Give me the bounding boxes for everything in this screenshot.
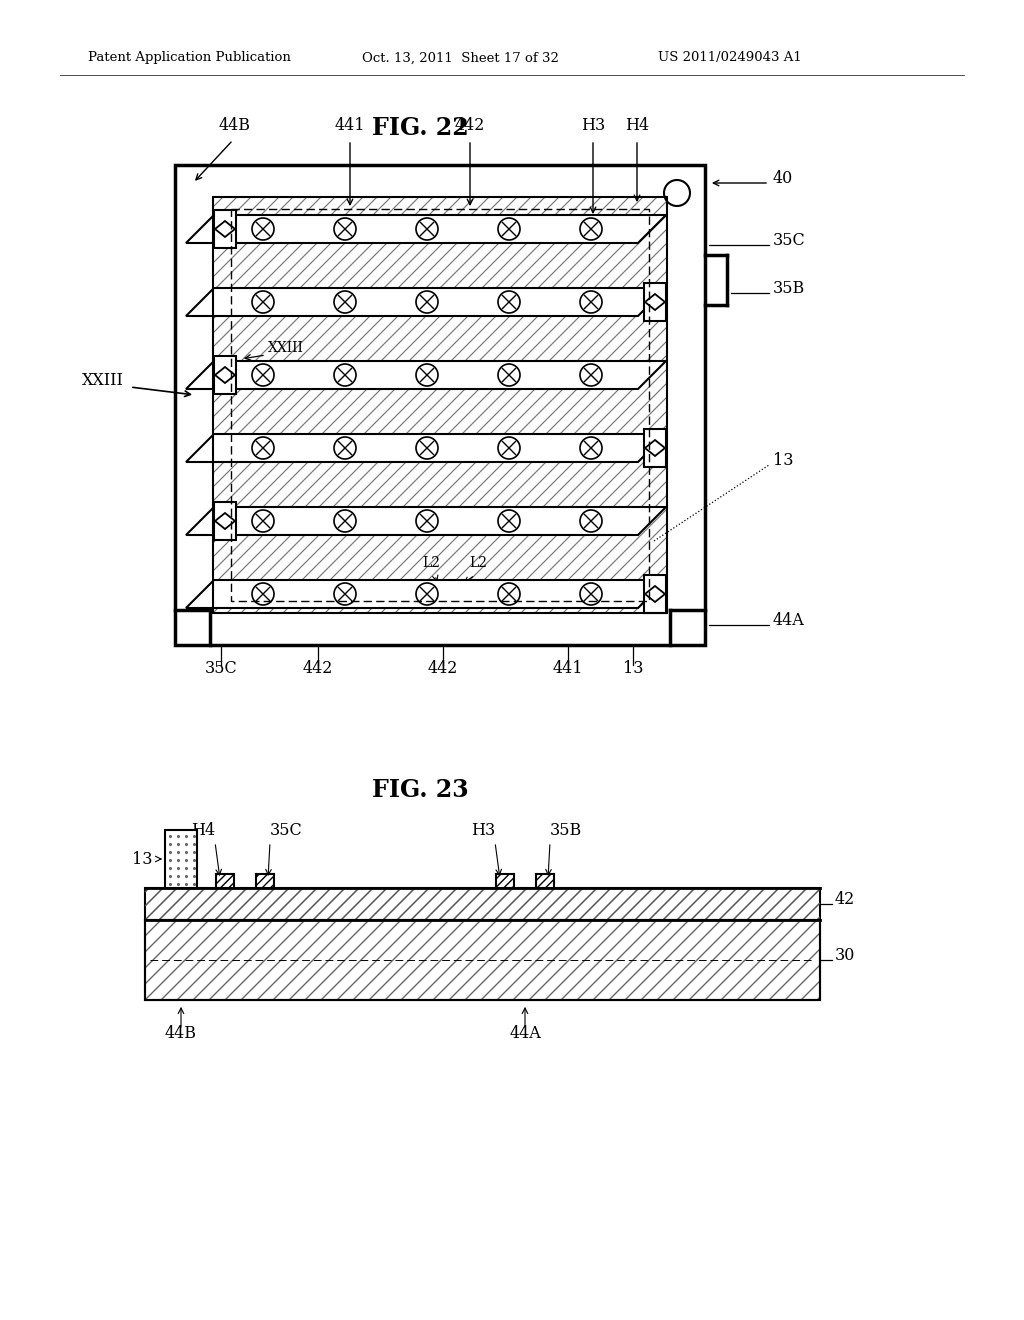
Circle shape — [334, 510, 356, 532]
Bar — [496, 874, 514, 888]
Bar — [644, 282, 666, 321]
Text: XXIII: XXIII — [268, 341, 304, 355]
Text: Patent Application Publication: Patent Application Publication — [88, 51, 291, 65]
Circle shape — [498, 437, 520, 459]
Polygon shape — [645, 294, 665, 310]
Text: 44B: 44B — [165, 1026, 197, 1041]
Text: 35C: 35C — [270, 822, 303, 840]
Circle shape — [416, 218, 438, 240]
Circle shape — [334, 364, 356, 385]
Circle shape — [252, 364, 274, 385]
Circle shape — [334, 583, 356, 605]
Circle shape — [580, 437, 602, 459]
Circle shape — [416, 583, 438, 605]
Text: 30: 30 — [835, 946, 855, 964]
Text: Oct. 13, 2011  Sheet 17 of 32: Oct. 13, 2011 Sheet 17 of 32 — [362, 51, 559, 65]
Text: FIG. 22: FIG. 22 — [372, 116, 468, 140]
Bar — [256, 874, 274, 888]
Bar — [216, 874, 234, 888]
Text: 442: 442 — [455, 117, 485, 135]
Polygon shape — [645, 586, 665, 602]
Polygon shape — [186, 434, 666, 462]
Bar — [165, 830, 197, 888]
Bar — [213, 197, 667, 612]
Text: 44A: 44A — [509, 1026, 541, 1041]
Text: 13: 13 — [773, 451, 794, 469]
Text: H4: H4 — [625, 117, 649, 135]
Bar — [536, 874, 554, 888]
Circle shape — [416, 290, 438, 313]
Circle shape — [498, 364, 520, 385]
Text: L2: L2 — [469, 556, 487, 570]
Circle shape — [498, 290, 520, 313]
Bar — [175, 165, 705, 645]
Bar — [145, 888, 820, 920]
Circle shape — [498, 510, 520, 532]
Circle shape — [416, 437, 438, 459]
Polygon shape — [186, 579, 666, 609]
Polygon shape — [186, 215, 666, 243]
Bar — [213, 197, 667, 612]
Circle shape — [252, 218, 274, 240]
Text: H4: H4 — [190, 822, 215, 840]
Circle shape — [252, 437, 274, 459]
Bar — [145, 920, 820, 1001]
Circle shape — [498, 218, 520, 240]
Circle shape — [334, 218, 356, 240]
Text: 40: 40 — [773, 170, 794, 187]
Text: H3: H3 — [471, 822, 495, 840]
Bar — [216, 874, 234, 888]
Circle shape — [334, 290, 356, 313]
Circle shape — [498, 583, 520, 605]
Polygon shape — [186, 360, 666, 389]
Polygon shape — [186, 288, 666, 315]
Text: H3: H3 — [581, 117, 605, 135]
Bar — [214, 502, 236, 540]
Text: 13: 13 — [623, 660, 643, 677]
Text: 35B: 35B — [773, 280, 805, 297]
Text: US 2011/0249043 A1: US 2011/0249043 A1 — [658, 51, 802, 65]
Circle shape — [334, 437, 356, 459]
Bar — [644, 576, 666, 612]
Text: FIG. 23: FIG. 23 — [372, 777, 468, 803]
Bar — [256, 874, 274, 888]
Circle shape — [580, 364, 602, 385]
Text: 35C: 35C — [205, 660, 238, 677]
Text: 441: 441 — [553, 660, 584, 677]
Circle shape — [580, 290, 602, 313]
Circle shape — [580, 583, 602, 605]
Polygon shape — [215, 367, 234, 383]
Bar — [214, 356, 236, 393]
Text: XXIII: XXIII — [82, 372, 124, 389]
Bar — [536, 874, 554, 888]
Text: 442: 442 — [303, 660, 333, 677]
Circle shape — [416, 364, 438, 385]
Text: 44A: 44A — [773, 612, 805, 630]
Circle shape — [580, 510, 602, 532]
Circle shape — [252, 290, 274, 313]
Circle shape — [580, 218, 602, 240]
Text: L2: L2 — [422, 556, 440, 570]
Polygon shape — [186, 507, 666, 535]
Circle shape — [252, 583, 274, 605]
Circle shape — [416, 510, 438, 532]
Bar — [214, 210, 236, 248]
Polygon shape — [645, 440, 665, 455]
Bar — [231, 209, 649, 601]
Polygon shape — [215, 220, 234, 238]
Circle shape — [252, 510, 274, 532]
Circle shape — [664, 180, 690, 206]
Text: 44B: 44B — [219, 117, 251, 135]
Text: 13: 13 — [132, 850, 153, 867]
Text: 42: 42 — [835, 891, 855, 908]
Text: 35B: 35B — [550, 822, 583, 840]
Bar — [644, 429, 666, 467]
Text: 35C: 35C — [773, 232, 806, 249]
Polygon shape — [215, 513, 234, 529]
Text: 441: 441 — [335, 117, 366, 135]
Bar — [145, 920, 820, 1001]
Bar — [496, 874, 514, 888]
Text: 442: 442 — [428, 660, 458, 677]
